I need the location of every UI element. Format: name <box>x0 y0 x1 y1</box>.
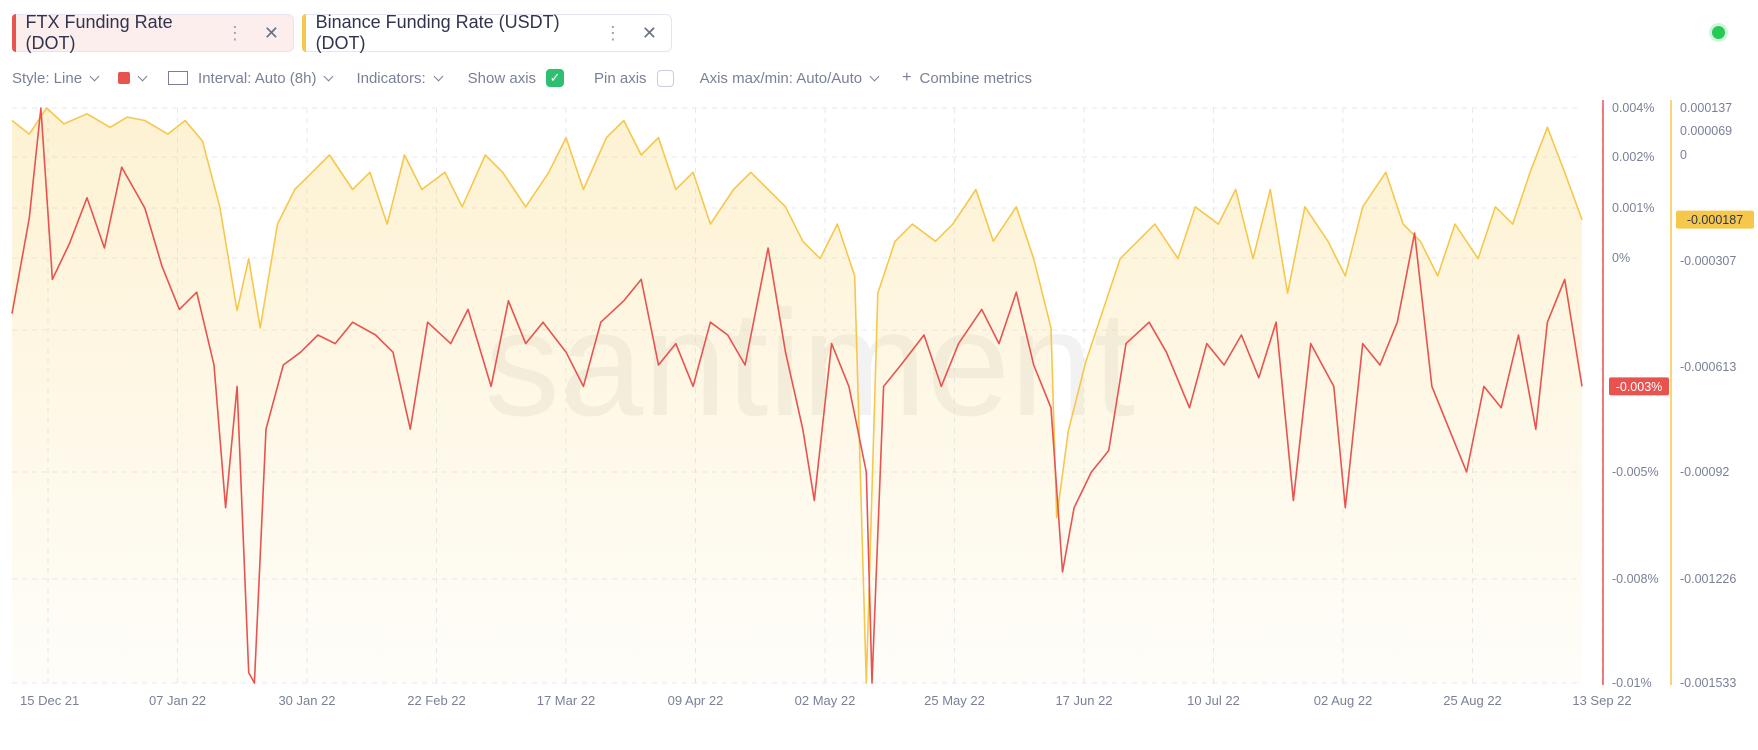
ftx-series-line <box>11 107 1583 684</box>
current-value-badge-right <box>1676 210 1754 229</box>
x-tick-label: 07 Jan 22 <box>149 693 206 708</box>
current-value-left: -0.003% <box>1616 380 1663 394</box>
tab-binance-funding-rate[interactable]: Binance Funding Rate (USDT) (DOT) ⋮ ✕ <box>302 12 672 53</box>
y-left-tick-label: 0.002% <box>1612 150 1654 164</box>
x-tick-label: 22 Feb 22 <box>407 693 466 708</box>
series-area-fill <box>12 108 1582 683</box>
checkbox-unchecked-icon[interactable] <box>656 69 674 87</box>
series-color-bar <box>302 14 306 52</box>
combine-metrics-button[interactable]: + Combine metrics <box>902 69 1032 87</box>
y-left-tick-label: -0.005% <box>1612 465 1659 479</box>
y-right-tick-label: -0.000307 <box>1680 254 1736 268</box>
axis-maxmin-dropdown[interactable]: Axis max/min: Auto/Auto <box>699 69 880 87</box>
x-tick-label: 02 Aug 22 <box>1314 693 1373 708</box>
x-tick-label: 09 Apr 22 <box>668 693 724 708</box>
indicators-label: Indicators: <box>356 69 426 87</box>
x-tick-label: 25 Aug 22 <box>1443 693 1502 708</box>
current-value-badge-left <box>1609 377 1669 396</box>
checkbox-checked-icon[interactable]: ✓ <box>546 69 565 87</box>
y-right-tick-label: 0.000137 <box>1680 101 1732 115</box>
more-options-icon[interactable]: ⋮ <box>603 22 622 43</box>
close-icon[interactable]: ✕ <box>263 22 279 43</box>
chart-toolbar: Style: Line Interval: Auto (8h) Indicato… <box>12 64 1032 92</box>
y-left-tick-label: 0.004% <box>1612 101 1654 115</box>
binance-series-line <box>11 107 1583 684</box>
y-right-tick-label: -0.001533 <box>1680 676 1736 690</box>
indicators-dropdown[interactable]: Indicators: <box>356 69 444 87</box>
show-axis-label: Show axis <box>467 69 537 87</box>
live-status-icon <box>1712 26 1725 39</box>
plus-icon: + <box>902 69 912 86</box>
x-tick-label: 15 Dec 21 <box>20 693 79 708</box>
y-left-tick-label: -0.008% <box>1612 572 1659 586</box>
y-left-tick-label: -0.01% <box>1612 676 1652 690</box>
x-tick-label: 25 May 22 <box>924 693 985 708</box>
x-tick-label: 17 Mar 22 <box>537 693 596 708</box>
show-axis-toggle[interactable]: Show axis ✓ <box>467 69 565 87</box>
x-tick-label: 02 May 22 <box>795 693 856 708</box>
close-icon[interactable]: ✕ <box>641 22 657 43</box>
combine-metrics-label: Combine metrics <box>919 69 1033 87</box>
axis-maxmin-label: Axis max/min: Auto/Auto <box>699 69 863 87</box>
interval-label: Interval: Auto (8h) <box>198 69 317 87</box>
more-options-icon[interactable]: ⋮ <box>225 22 244 43</box>
y-right-tick-label: -0.000613 <box>1680 360 1736 374</box>
y-right-tick-label: -0.00092 <box>1680 465 1729 479</box>
ruler-icon <box>168 71 189 85</box>
y-left-tick-label: 0.001% <box>1612 201 1654 215</box>
y-left-tick-label: 0% <box>1612 251 1630 265</box>
x-tick-label: 17 Jun 22 <box>1055 693 1112 708</box>
color-swatch <box>118 72 131 84</box>
series-color-bar <box>12 14 16 52</box>
y-right-tick-label: -0.001226 <box>1680 572 1736 586</box>
tab-ftx-funding-rate[interactable]: FTX Funding Rate (DOT) ⋮ ✕ <box>12 12 294 53</box>
x-tick-label: 30 Jan 22 <box>278 693 335 708</box>
x-tick-label: 10 Jul 22 <box>1187 693 1240 708</box>
style-dropdown[interactable]: Style: Line <box>12 69 100 87</box>
pin-axis-toggle[interactable]: Pin axis <box>594 69 674 87</box>
tab-label: Binance Funding Rate (USDT) (DOT) <box>315 12 560 53</box>
y-right-tick-label: 0 <box>1680 148 1687 162</box>
interval-dropdown[interactable]: Interval: Auto (8h) <box>168 69 334 87</box>
style-label: Style: Line <box>12 69 83 87</box>
pin-axis-label: Pin axis <box>594 69 647 87</box>
x-tick-label: 13 Sep 22 <box>1572 693 1631 708</box>
y-right-tick-label: 0.000069 <box>1680 124 1732 138</box>
color-picker[interactable] <box>118 71 148 84</box>
current-value-right: -0.000187 <box>1687 213 1743 227</box>
tab-label: FTX Funding Rate (DOT) <box>25 12 173 53</box>
